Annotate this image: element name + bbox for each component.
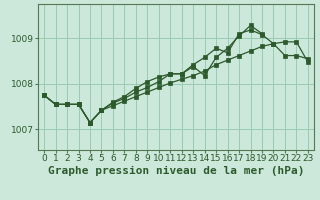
X-axis label: Graphe pression niveau de la mer (hPa): Graphe pression niveau de la mer (hPa) (48, 166, 304, 176)
